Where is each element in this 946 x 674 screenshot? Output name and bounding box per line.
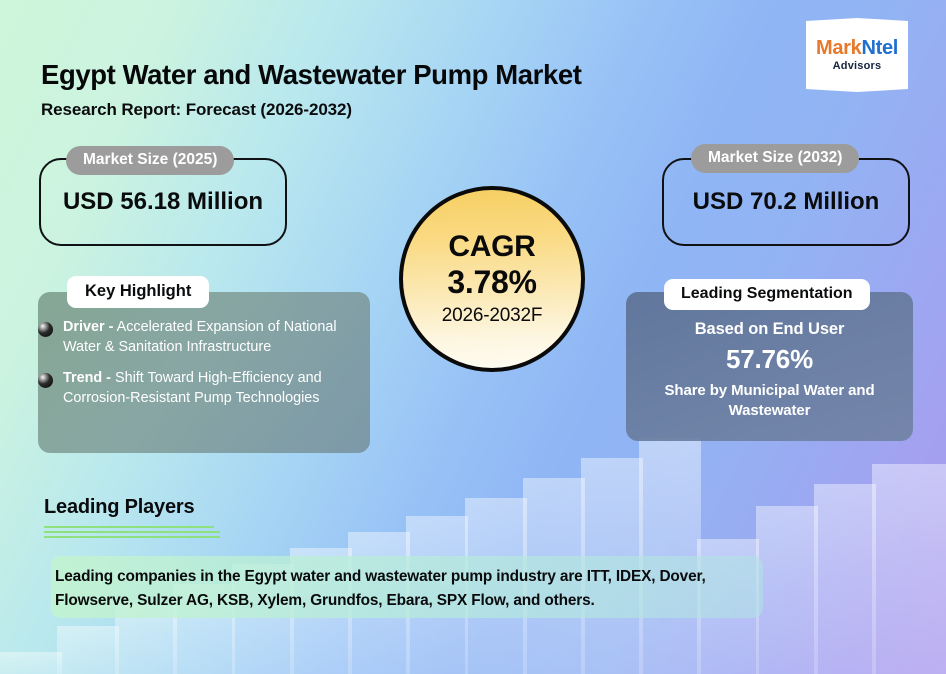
- title-underline: [44, 536, 220, 538]
- segmentation-basis: Based on End User: [694, 320, 845, 338]
- chart-bar: [756, 506, 818, 674]
- leading-players-box: [51, 556, 763, 618]
- list-item: Trend - Shift Toward High-Efficiency and…: [38, 369, 378, 409]
- logo-wordmark-part2: Ntel: [861, 37, 899, 59]
- key-highlight-driver-text: Accelerated Expansion of National Water …: [63, 319, 337, 355]
- chart-bar: [57, 626, 119, 674]
- logo-tagline: Advisors: [832, 60, 882, 72]
- segmentation-share-value: 57.76%: [726, 344, 813, 374]
- key-highlight-trend-text: Shift Toward High-Efficiency and Corrosi…: [63, 369, 322, 406]
- logo-wordmark-part1: Mark: [815, 37, 862, 59]
- title-underline: [44, 526, 214, 528]
- chart-bar: [0, 652, 62, 674]
- cagr-circle: CAGR 3.78% 2026-2032F: [399, 186, 585, 372]
- list-item: Driver - Accelerated Expansion of Nation…: [38, 318, 378, 358]
- page-title: Egypt Water and Wastewater Pump Market: [41, 59, 582, 90]
- leading-players-title: Leading Players: [44, 496, 195, 518]
- key-highlight-panel: [38, 292, 370, 453]
- key-highlight-trend-label: Trend -: [63, 369, 111, 386]
- market-size-base-value: USD 56.18 Million: [62, 188, 264, 215]
- leading-segmentation-body: Based on End User 57.76% Share by Munici…: [626, 320, 913, 420]
- bullet-icon: [38, 372, 53, 388]
- company-logo: MarkNtel Advisors: [806, 18, 908, 92]
- market-size-base-label: Market Size (2025): [66, 146, 235, 175]
- key-highlight-title: Key Highlight: [67, 276, 210, 308]
- leading-segmentation-panel: [626, 292, 913, 441]
- leading-segmentation-title: Leading Segmentation: [664, 279, 870, 310]
- bullet-icon: [38, 322, 53, 337]
- key-highlight-list: Driver - Accelerated Expansion of Nation…: [38, 318, 378, 420]
- chart-bar: [872, 464, 946, 674]
- market-size-forecast-value: USD 70.2 Million: [692, 188, 880, 215]
- leading-players-text: Leading companies in the Egypt water and…: [55, 568, 706, 610]
- cagr-value: 3.78%: [447, 263, 537, 300]
- logo-wordmark: MarkNtel: [816, 38, 898, 58]
- cagr-period: 2026-2032F: [441, 304, 543, 326]
- key-highlight-driver-label: Driver -: [63, 319, 114, 335]
- logo-shield-shape: MarkNtel Advisors: [806, 18, 908, 92]
- page-subtitle: Research Report: Forecast (2026-2032): [41, 100, 352, 119]
- cagr-label: CAGR: [448, 230, 536, 264]
- title-underline: [44, 531, 220, 533]
- market-size-forecast-label: Market Size (2032): [691, 144, 860, 173]
- segmentation-description: Share by Municipal Water and Wastewater: [664, 382, 875, 419]
- chart-bar: [814, 484, 876, 674]
